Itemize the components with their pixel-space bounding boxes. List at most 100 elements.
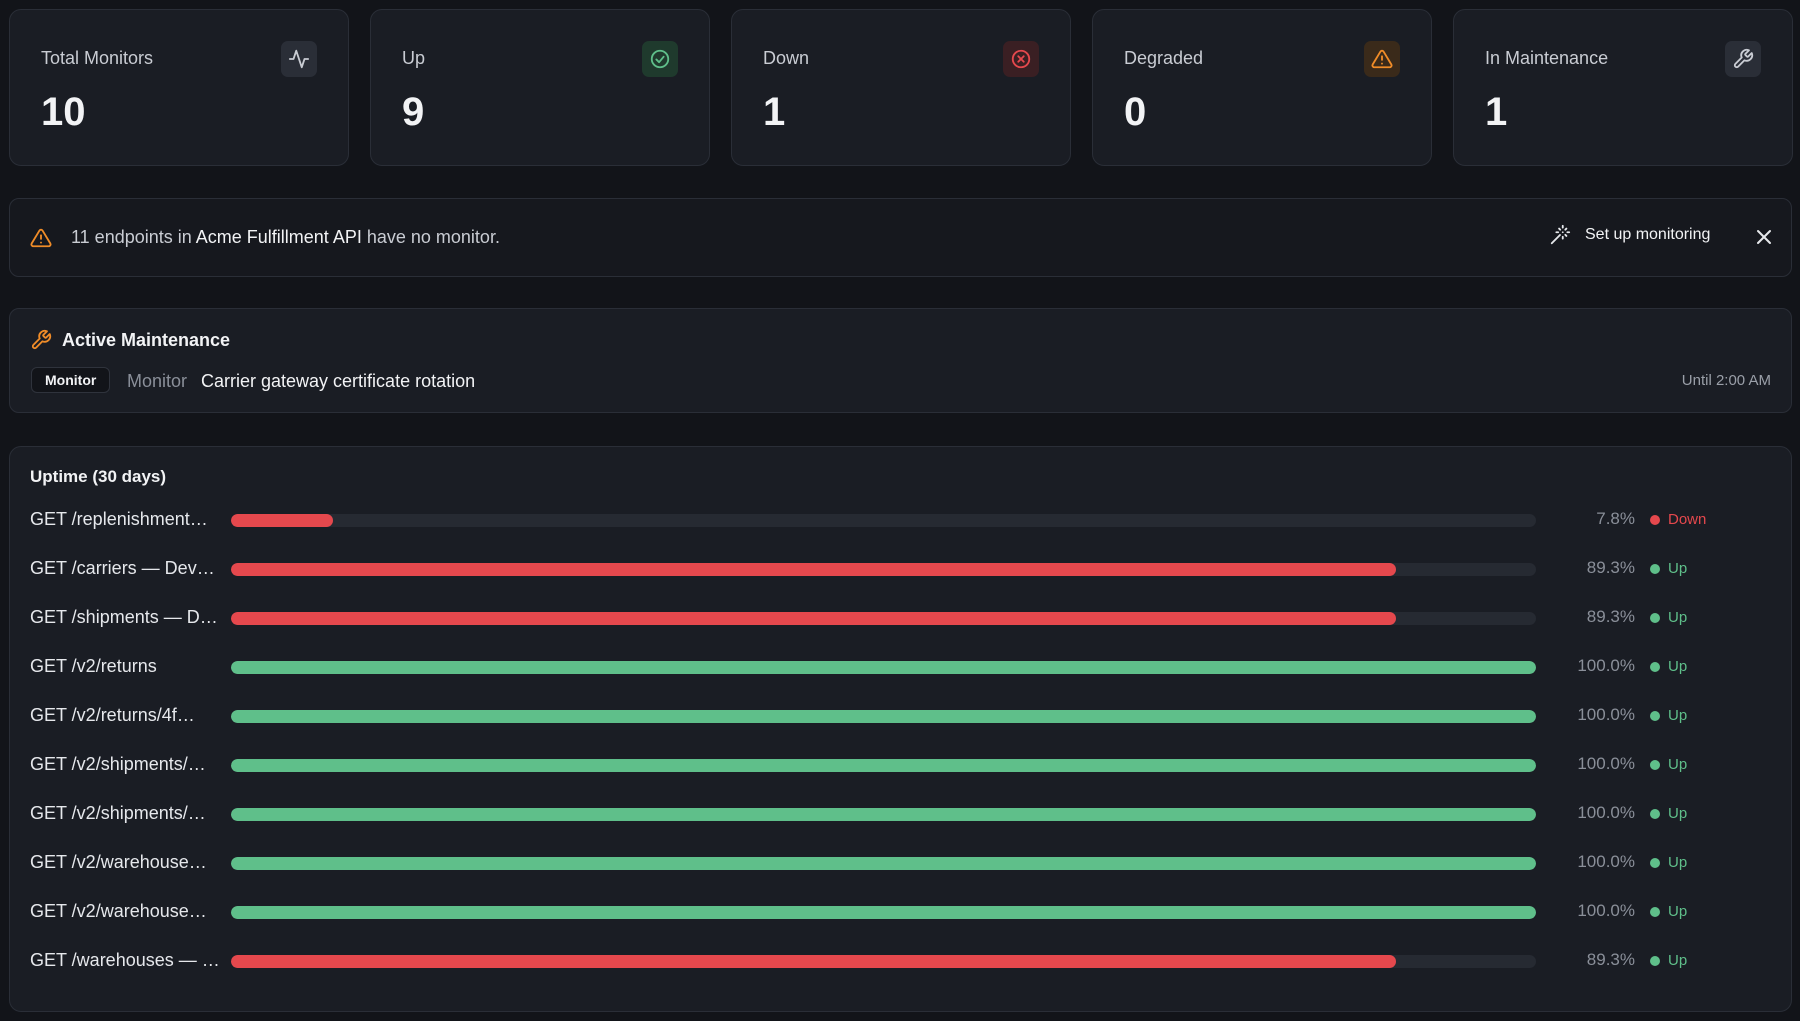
stat-value: 0 <box>1124 90 1147 134</box>
status-badge: Up <box>1650 658 1687 675</box>
uptime-bar-fill <box>231 612 1397 625</box>
status-dot-icon <box>1650 955 1660 966</box>
status-dot-icon <box>1650 710 1660 721</box>
status-dot-icon <box>1650 857 1660 868</box>
status-label: Up <box>1668 952 1688 969</box>
uptime-bar-fill <box>231 514 333 527</box>
status-badge: Up <box>1650 805 1687 822</box>
banner-suffix: have no monitor. <box>366 227 500 247</box>
endpoint-name: GET /v2/returns <box>30 656 157 676</box>
uptime-row[interactable]: GET /warehouses — … 89.3% Up <box>10 946 1793 976</box>
banner-message: 11 endpoints in Acme Fulfillment API hav… <box>71 227 500 248</box>
stat-label: Degraded <box>1124 48 1204 68</box>
status-dot-icon <box>1650 661 1660 672</box>
uptime-bar-track <box>231 710 1536 723</box>
status-label: Up <box>1668 707 1688 724</box>
endpoint-name: GET /v2/shipments/… <box>30 803 206 823</box>
stat-card-in-maintenance[interactable]: In Maintenance 1 <box>1453 9 1793 166</box>
status-badge: Down <box>1650 511 1706 528</box>
stat-card-degraded[interactable]: Degraded 0 <box>1092 9 1432 166</box>
uptime-row[interactable]: GET /v2/returns 100.0% Up <box>10 652 1793 682</box>
uptime-percent: 100.0% <box>1577 705 1635 724</box>
maintenance-until: Until 2:00 AM <box>1681 372 1771 389</box>
set-up-monitoring-button[interactable]: Set up monitoring <box>1549 224 1710 246</box>
uptime-percent: 100.0% <box>1577 656 1635 675</box>
status-badge: Up <box>1650 560 1687 577</box>
banner-api-name: Acme Fulfillment API <box>195 227 362 247</box>
endpoint-name: GET /v2/returns/4f… <box>30 705 195 725</box>
uptime-bar-fill <box>231 808 1536 821</box>
uptime-bar-track <box>231 514 1536 527</box>
maintenance-title: Active Maintenance <box>62 330 231 350</box>
set-up-monitoring-label: Set up monitoring <box>1585 226 1711 243</box>
endpoint-name: GET /warehouses — … <box>30 950 220 970</box>
uptime-percent: 100.0% <box>1577 852 1635 871</box>
uptime-row[interactable]: GET /carriers — Dev… 89.3% Up <box>10 554 1793 584</box>
uptime-row[interactable]: GET /v2/shipments/… 100.0% Up <box>10 750 1793 780</box>
uptime-row[interactable]: GET /shipments — D… 89.3% Up <box>10 603 1793 633</box>
status-badge: Up <box>1650 609 1687 626</box>
active-maintenance-panel: Active Maintenance Monitor Monitor Carri… <box>9 308 1792 413</box>
uptime-bar-fill <box>231 661 1536 674</box>
endpoint-name: GET /v2/shipments/… <box>30 754 206 774</box>
uptime-row[interactable]: GET /v2/returns/4f… 100.0% Up <box>10 701 1793 731</box>
stat-card-down[interactable]: Down 1 <box>731 9 1071 166</box>
wrench-icon <box>31 329 52 350</box>
stat-value: 1 <box>1485 90 1508 134</box>
maintenance-scope-badge: Monitor <box>31 367 111 393</box>
endpoint-name: GET /v2/warehouse… <box>30 901 207 921</box>
status-label: Up <box>1668 658 1688 675</box>
wrench-icon <box>1725 41 1761 77</box>
uptime-title: Uptime (30 days) <box>30 467 167 486</box>
uptime-bar-track <box>231 563 1536 576</box>
status-dot-icon <box>1650 563 1660 574</box>
stat-label: Total Monitors <box>41 48 154 68</box>
status-dot-icon <box>1650 612 1660 623</box>
status-label: Up <box>1668 903 1688 920</box>
uptime-bar-fill <box>231 710 1536 723</box>
missing-monitor-banner: 11 endpoints in Acme Fulfillment API hav… <box>9 198 1792 277</box>
uptime-bar-fill <box>231 955 1397 968</box>
status-label: Up <box>1668 854 1688 871</box>
uptime-row[interactable]: GET /replenishment… 7.8% Down <box>10 505 1793 535</box>
status-badge: Up <box>1650 707 1687 724</box>
stat-card-up[interactable]: Up 9 <box>370 9 710 166</box>
endpoint-name: GET /v2/warehouse… <box>30 852 207 872</box>
uptime-row[interactable]: GET /v2/warehouse… 100.0% Up <box>10 848 1793 878</box>
x-circle-icon <box>1003 41 1039 77</box>
uptime-bar-track <box>231 661 1536 674</box>
stat-label: Down <box>763 48 810 68</box>
stat-card-total-monitors[interactable]: Total Monitors 10 <box>9 9 349 166</box>
uptime-bar-fill <box>231 759 1536 772</box>
uptime-percent: 7.8% <box>1596 509 1635 528</box>
status-label: Up <box>1668 609 1688 626</box>
uptime-bar-fill <box>231 906 1536 919</box>
stat-label: Up <box>402 48 426 68</box>
uptime-bar-fill <box>231 563 1397 576</box>
uptime-bar-track <box>231 955 1536 968</box>
stat-value: 9 <box>402 90 425 134</box>
activity-icon <box>281 41 317 77</box>
uptime-percent: 89.3% <box>1586 558 1635 577</box>
maintenance-name[interactable]: Carrier gateway certificate rotation <box>201 371 476 391</box>
status-dot-icon <box>1650 906 1660 917</box>
close-icon[interactable] <box>1752 225 1776 249</box>
status-badge: Up <box>1650 854 1687 871</box>
uptime-panel: Uptime (30 days) GET /replenishment… 7.8%… <box>9 446 1792 1012</box>
status-label: Up <box>1668 805 1688 822</box>
uptime-row[interactable]: GET /v2/shipments/… 100.0% Up <box>10 799 1793 829</box>
uptime-percent: 100.0% <box>1577 803 1635 822</box>
check-circle-icon <box>642 41 678 77</box>
stat-value: 10 <box>41 90 86 134</box>
status-dot-icon <box>1650 514 1660 525</box>
status-badge: Up <box>1650 952 1687 969</box>
endpoint-name: GET /carriers — Dev… <box>30 558 215 578</box>
uptime-bar-track <box>231 857 1536 870</box>
uptime-row[interactable]: GET /v2/warehouse… 100.0% Up <box>10 897 1793 927</box>
uptime-bar-fill <box>231 857 1536 870</box>
status-dot-icon <box>1650 759 1660 770</box>
banner-prefix: 11 endpoints in <box>71 227 192 247</box>
stat-cards: Total Monitors 10 Up 9 Down 1 Degraded 0 <box>9 9 1793 166</box>
status-label: Up <box>1668 560 1688 577</box>
